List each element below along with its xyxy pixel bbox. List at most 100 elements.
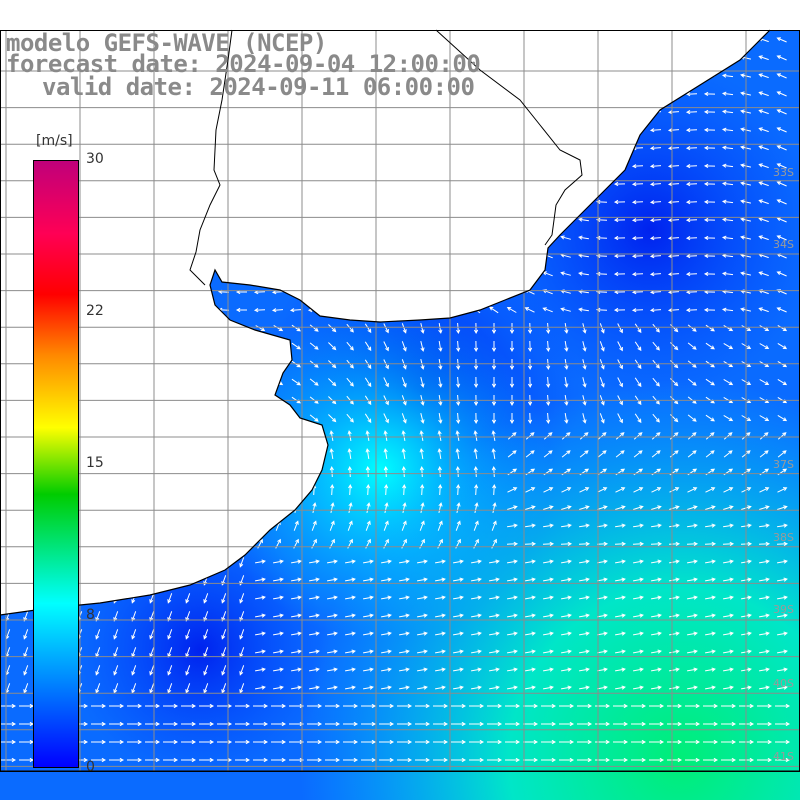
wind-arrow bbox=[363, 577, 374, 582]
wind-arrow bbox=[578, 181, 589, 186]
wind-arrow bbox=[488, 108, 499, 116]
wind-arrow bbox=[380, 145, 391, 150]
wind-arrow bbox=[560, 181, 571, 186]
wind-arrow bbox=[523, 739, 539, 745]
wind-arrow bbox=[380, 127, 391, 132]
wind-arrow bbox=[114, 502, 119, 514]
wind-arrow bbox=[185, 557, 191, 568]
wind-arrow bbox=[721, 163, 734, 168]
wind-arrow bbox=[164, 307, 175, 313]
wind-arrow bbox=[343, 271, 356, 276]
wind-arrow bbox=[5, 341, 11, 353]
wind-arrow bbox=[379, 757, 395, 763]
wind-arrow bbox=[758, 271, 769, 277]
wind-arrow bbox=[2, 181, 13, 186]
wind-arrow bbox=[473, 448, 478, 459]
wind-arrow bbox=[524, 55, 535, 61]
wind-arrow bbox=[401, 323, 407, 334]
wind-arrow bbox=[93, 180, 103, 188]
wind-arrow bbox=[471, 577, 482, 582]
wind-arrow bbox=[362, 271, 373, 276]
wind-arrow bbox=[435, 649, 446, 654]
wind-arrow bbox=[289, 110, 302, 115]
wind-arrow bbox=[579, 505, 590, 510]
wind-arrow bbox=[417, 613, 428, 618]
wind-arrow bbox=[240, 483, 245, 496]
wind-arrow bbox=[527, 322, 533, 335]
wind-arrow bbox=[164, 109, 175, 115]
wind-arrow bbox=[488, 306, 499, 314]
wind-arrow bbox=[416, 271, 427, 277]
wind-arrow bbox=[128, 216, 139, 224]
wind-arrow bbox=[109, 703, 125, 709]
wind-arrow bbox=[128, 234, 139, 242]
wind-arrow bbox=[546, 340, 551, 353]
wind-arrow bbox=[5, 520, 11, 531]
wind-arrow bbox=[434, 234, 445, 242]
wind-arrow bbox=[524, 145, 535, 151]
wind-arrow bbox=[595, 271, 608, 277]
wind-arrow bbox=[95, 520, 101, 531]
wind-arrow bbox=[346, 323, 354, 333]
title-model: modelo GEFS-WAVE (NCEP) bbox=[6, 29, 327, 57]
wind-arrow bbox=[488, 270, 499, 278]
wind-arrow bbox=[507, 685, 518, 690]
wind-arrow bbox=[329, 448, 334, 459]
wind-arrow bbox=[146, 271, 157, 277]
wind-arrow bbox=[291, 324, 301, 332]
wind-arrow bbox=[255, 595, 266, 600]
wind-arrow bbox=[613, 199, 626, 205]
wind-arrow bbox=[221, 557, 227, 568]
wind-arrow bbox=[23, 611, 29, 622]
wind-arrow bbox=[631, 703, 647, 709]
wind-arrow bbox=[488, 54, 499, 62]
wind-arrow bbox=[777, 450, 787, 458]
wind-arrow bbox=[131, 665, 137, 676]
wind-arrow bbox=[506, 108, 517, 115]
wind-arrow bbox=[362, 163, 373, 168]
wind-arrow bbox=[721, 235, 734, 240]
wind-arrow bbox=[615, 613, 626, 618]
wind-arrow bbox=[705, 649, 716, 654]
wind-arrow bbox=[362, 145, 373, 150]
wind-arrow bbox=[471, 126, 481, 134]
wind-arrow bbox=[168, 502, 173, 514]
wind-arrow bbox=[235, 757, 251, 763]
wind-arrow bbox=[146, 235, 157, 241]
wind-arrow bbox=[416, 109, 427, 115]
wind-arrow bbox=[381, 631, 392, 636]
colorbar-tick-0: 0 bbox=[86, 759, 95, 775]
wind-arrow bbox=[240, 502, 245, 514]
wind-arrow bbox=[523, 757, 539, 763]
wind-arrow bbox=[597, 667, 608, 672]
wind-arrow bbox=[235, 703, 251, 709]
wind-arrow bbox=[434, 306, 445, 314]
wind-arrow bbox=[273, 613, 284, 618]
wind-arrow bbox=[399, 649, 410, 654]
wind-arrow bbox=[561, 685, 572, 690]
wind-arrow bbox=[615, 559, 626, 564]
wind-arrow bbox=[615, 667, 626, 672]
wind-arrow bbox=[506, 216, 517, 223]
wind-arrow bbox=[525, 450, 535, 458]
wind-arrow bbox=[631, 38, 644, 43]
wind-arrow bbox=[128, 162, 139, 170]
wind-arrow bbox=[758, 127, 769, 133]
wind-arrow bbox=[276, 483, 281, 496]
wind-arrow bbox=[561, 505, 572, 510]
wind-arrow bbox=[271, 200, 284, 205]
wind-arrow bbox=[649, 146, 662, 151]
wind-arrow bbox=[564, 413, 569, 424]
wind-arrow bbox=[595, 739, 611, 745]
wind-arrow bbox=[703, 55, 716, 61]
wind-arrow bbox=[489, 685, 500, 690]
wind-arrow bbox=[203, 448, 208, 459]
wind-arrow bbox=[487, 739, 503, 745]
wind-arrow bbox=[271, 218, 284, 223]
wind-arrow bbox=[667, 146, 680, 151]
wind-arrow bbox=[546, 322, 551, 335]
wind-arrow bbox=[507, 613, 518, 618]
wind-arrow bbox=[203, 629, 209, 640]
wind-arrow bbox=[383, 465, 388, 478]
wind-arrow bbox=[309, 595, 320, 600]
